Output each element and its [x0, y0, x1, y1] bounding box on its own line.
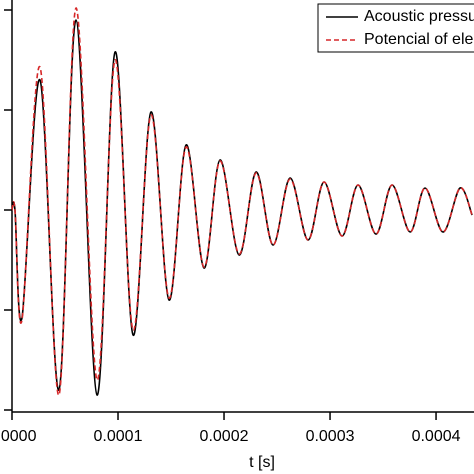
series-line: [11, 19, 473, 396]
x-tick-label: 0.0002: [200, 428, 249, 445]
x-tick-label: 0.0004: [412, 428, 461, 445]
x-tick-label: 0.0001: [94, 428, 143, 445]
legend-box: [317, 3, 474, 53]
legend-label: Potencial of electromagnetic field: [364, 31, 474, 48]
x-axis-label: t [s]: [249, 454, 275, 471]
x-tick-label: 0.0000: [0, 428, 37, 445]
series-line: [11, 7, 473, 396]
x-tick-label: 0.0003: [306, 428, 355, 445]
legend-label: Acoustic pressure: [364, 8, 474, 25]
